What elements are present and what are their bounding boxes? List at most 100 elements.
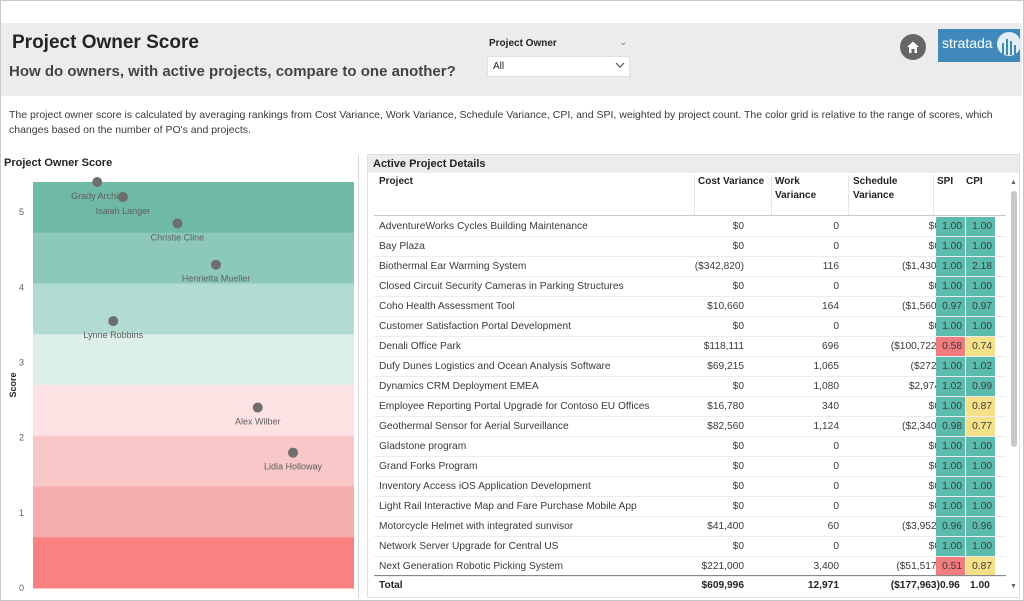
cell-spi: 1.00 — [936, 257, 965, 276]
table-row[interactable]: Motorcycle Helmet with integrated sunvis… — [374, 517, 1006, 537]
header-schedule-variance[interactable]: Schedule Variance — [853, 175, 897, 215]
cell-spi-value: 1.00 — [942, 441, 962, 452]
score-band — [33, 182, 354, 234]
scroll-up-icon[interactable]: ▲ — [1010, 179, 1017, 186]
cell-project: Geothermal Sensor for Aerial Surveillanc… — [379, 421, 569, 432]
cell-cpi: 1.00 — [966, 277, 995, 296]
cell-schedule-variance: $0 — [928, 541, 940, 552]
cell-cost-variance: $0 — [732, 381, 744, 392]
table-row[interactable]: Coho Health Assessment Tool $10,660 164 ($1… — [374, 297, 1006, 317]
cell-cpi-value: 0.97 — [972, 301, 992, 312]
table-row[interactable]: AdventureWorks Cycles Building Maintenan… — [374, 217, 1006, 237]
scroll-down-icon[interactable]: ▼ — [1010, 583, 1017, 590]
cell-cpi-value: 0.74 — [972, 341, 992, 352]
cell-schedule-variance: ($1,430) — [902, 261, 940, 272]
cell-cpi: 0.99 — [966, 377, 995, 396]
cell-spi: 0.58 — [936, 337, 965, 356]
cell-project: Next Generation Robotic Picking System — [379, 561, 564, 572]
table-row[interactable]: Gladstone program $0 0 $0 1.00 1.00 — [374, 437, 1006, 457]
cell-work-variance: 1,065 — [813, 361, 840, 372]
header-cpi[interactable]: CPI — [966, 175, 983, 215]
table-scrollbar[interactable]: ▲ ▼ — [1009, 177, 1019, 595]
table-row[interactable]: Dufy Dunes Logistics and Ocean Analysis … — [374, 357, 1006, 377]
header-cpi-label: CPI — [966, 176, 983, 187]
cell-cpi-value: 1.00 — [972, 481, 992, 492]
cell-spi: 1.00 — [936, 357, 965, 376]
cell-spi: 1.00 — [936, 537, 965, 556]
cell-cpi-value: 1.00 — [972, 241, 992, 252]
header-work-variance[interactable]: Work Variance — [775, 175, 816, 215]
chevron-down-icon — [615, 62, 625, 68]
table-row[interactable]: Dynamics CRM Deployment EMEA $0 1,080 $2,97… — [374, 377, 1006, 397]
header-cost-variance[interactable]: Cost Variance — [698, 175, 764, 215]
header-project[interactable]: Project — [379, 175, 413, 215]
header-spi-label: SPI — [937, 176, 954, 187]
y-tick-label: 5 — [19, 207, 24, 217]
cell-project: Inventory Access iOS Application Develop… — [379, 481, 591, 492]
cell-spi-value: 0.51 — [942, 561, 962, 572]
cell-cost-variance: $0 — [732, 441, 744, 452]
home-button[interactable] — [900, 34, 926, 60]
table-row[interactable]: Bay Plaza $0 0 $0 1.00 1.00 — [374, 237, 1006, 257]
project-owner-dropdown[interactable]: All — [487, 56, 630, 77]
cell-spi: 1.00 — [936, 457, 965, 476]
cell-spi: 1.02 — [936, 377, 965, 396]
table-row[interactable]: Light Rail Interactive Map and Fare Purc… — [374, 497, 1006, 517]
cell-spi: 1.00 — [936, 217, 965, 236]
cell-cost-variance: $0 — [732, 321, 744, 332]
column-separator — [933, 175, 934, 215]
cell-cpi: 1.00 — [966, 457, 995, 476]
cell-schedule-variance: ($3,952) — [902, 521, 940, 532]
y-tick-label: 4 — [19, 282, 24, 292]
score-band — [33, 283, 354, 335]
table-title-bar: Active Project Details — [368, 155, 1019, 173]
cell-schedule-variance: ($51,517) — [896, 561, 940, 572]
table-row[interactable]: Denali Office Park $118,111 696 ($100,722) 0… — [374, 337, 1006, 357]
cell-spi: 1.00 — [936, 497, 965, 516]
table-row[interactable]: Employee Reporting Portal Upgrade for Co… — [374, 397, 1006, 417]
total-cost-variance: $609,996 — [701, 580, 745, 591]
cell-spi-value: 1.00 — [942, 401, 962, 412]
cell-spi-value: 1.00 — [942, 481, 962, 492]
cell-schedule-variance: ($1,560) — [902, 301, 940, 312]
cell-spi: 1.00 — [936, 277, 965, 296]
cell-schedule-variance: $0 — [928, 221, 940, 232]
cell-work-variance: 0 — [833, 501, 839, 512]
cell-cpi-value: 1.00 — [972, 221, 992, 232]
cell-cpi-value: 1.00 — [972, 441, 992, 452]
header-work-label-2: Variance — [775, 190, 817, 201]
table-row[interactable]: Customer Satisfaction Portal Development… — [374, 317, 1006, 337]
cell-cpi: 1.00 — [966, 477, 995, 496]
cell-project: Bay Plaza — [379, 241, 425, 252]
cell-work-variance: 0 — [833, 441, 839, 452]
table-row[interactable]: Inventory Access iOS Application Develop… — [374, 477, 1006, 497]
chart-title: Project Owner Score — [4, 157, 113, 169]
cell-work-variance: 60 — [827, 521, 839, 532]
table-row[interactable]: Next Generation Robotic Picking System $2… — [374, 557, 1006, 577]
cell-spi: 0.97 — [936, 297, 965, 316]
cell-spi-value: 1.00 — [942, 261, 962, 272]
cell-cpi-value: 2.18 — [972, 261, 992, 272]
header-divider — [374, 215, 1006, 216]
total-schedule-variance: ($177,963) — [890, 580, 940, 591]
cell-spi: 0.51 — [936, 557, 965, 576]
cell-cpi-value: 1.00 — [972, 281, 992, 292]
data-point — [117, 192, 128, 203]
cell-cost-variance: $118,111 — [703, 341, 744, 352]
header-work-label-1: Work — [775, 176, 800, 187]
table-row[interactable]: Biothermal Ear Warming System ($342,820) 1… — [374, 257, 1006, 277]
cell-cpi: 1.00 — [966, 237, 995, 256]
cell-project: Coho Health Assessment Tool — [379, 301, 515, 312]
header-spi[interactable]: SPI — [937, 175, 953, 215]
total-label: Total — [379, 580, 403, 591]
active-project-details-table: Active Project Details Project Cost Vari… — [367, 154, 1020, 598]
table-row[interactable]: Grand Forks Program $0 0 $0 1.00 1.00 — [374, 457, 1006, 477]
slicer-collapse-icon[interactable]: ⌄ — [619, 37, 628, 48]
table-row[interactable]: Network Server Upgrade for Central US $0 0… — [374, 537, 1006, 557]
cell-cpi: 0.87 — [966, 557, 995, 576]
table-row[interactable]: Geothermal Sensor for Aerial Surveillanc… — [374, 417, 1006, 437]
table-row[interactable]: Closed Circuit Security Cameras in Parki… — [374, 277, 1006, 297]
data-point-label: Isaiah Langer — [96, 206, 151, 216]
scroll-thumb[interactable] — [1011, 191, 1017, 447]
cell-work-variance: 340 — [822, 401, 839, 412]
